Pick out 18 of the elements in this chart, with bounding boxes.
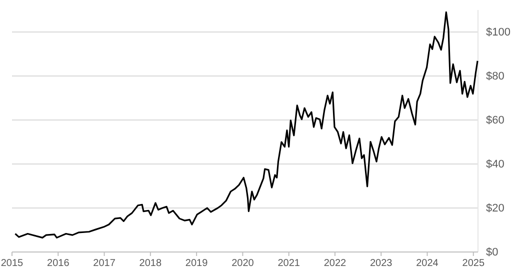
x-tick-label: 2015 <box>0 258 24 270</box>
x-tick-label: 2022 <box>324 258 347 270</box>
x-tick-label: 2016 <box>47 258 70 270</box>
y-tick-label: $100 <box>486 26 510 39</box>
x-tick-label: 2023 <box>370 258 393 270</box>
y-tick-label: $80 <box>486 70 504 83</box>
y-tick-label: $0 <box>486 246 498 259</box>
y-tick-label: $60 <box>486 114 504 127</box>
x-tick-label: 2024 <box>416 258 439 270</box>
y-tick-label: $20 <box>486 202 504 215</box>
y-tick-label: $40 <box>486 158 504 171</box>
x-tick-label: 2019 <box>185 258 208 270</box>
x-tick-label: 2020 <box>232 258 254 270</box>
x-tick-label: 2018 <box>139 258 162 270</box>
line-series <box>14 11 478 238</box>
x-tick-label: 2025 <box>462 258 485 270</box>
x-tick-label: 2017 <box>93 258 116 270</box>
x-tick-label: 2021 <box>278 258 300 270</box>
